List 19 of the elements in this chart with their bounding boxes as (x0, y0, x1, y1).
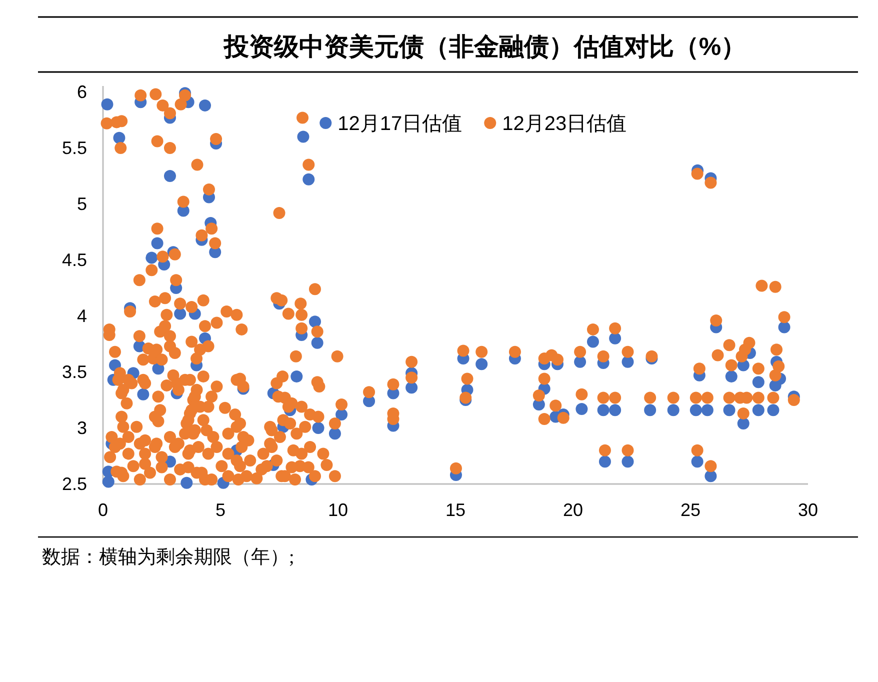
annotation: 数据：横轴为剩余期限（年）; (42, 547, 294, 568)
x-tick: 10 (328, 500, 348, 520)
legend-item: 12月17日估值 (320, 113, 462, 135)
y-tick: 5 (76, 194, 87, 214)
y-tick: 5.5 (62, 138, 87, 158)
x-tick: 25 (680, 500, 701, 520)
y-tick: 3 (76, 418, 87, 438)
y-tick: 4.5 (62, 250, 87, 270)
y-tick: 3.5 (62, 362, 87, 382)
y-tick: 4 (76, 306, 87, 326)
y-tick: 2.5 (62, 474, 87, 494)
title: 投资级中资美元债（非金融债）估值对比（%） (224, 33, 746, 61)
legend-item: 12月23日估值 (484, 113, 627, 135)
x-tick: 5 (216, 500, 226, 520)
x-tick: 0 (98, 500, 108, 520)
x-tick: 30 (798, 500, 818, 520)
x-tick: 15 (445, 500, 466, 520)
y-tick: 6 (76, 82, 87, 102)
x-tick: 20 (562, 500, 584, 520)
